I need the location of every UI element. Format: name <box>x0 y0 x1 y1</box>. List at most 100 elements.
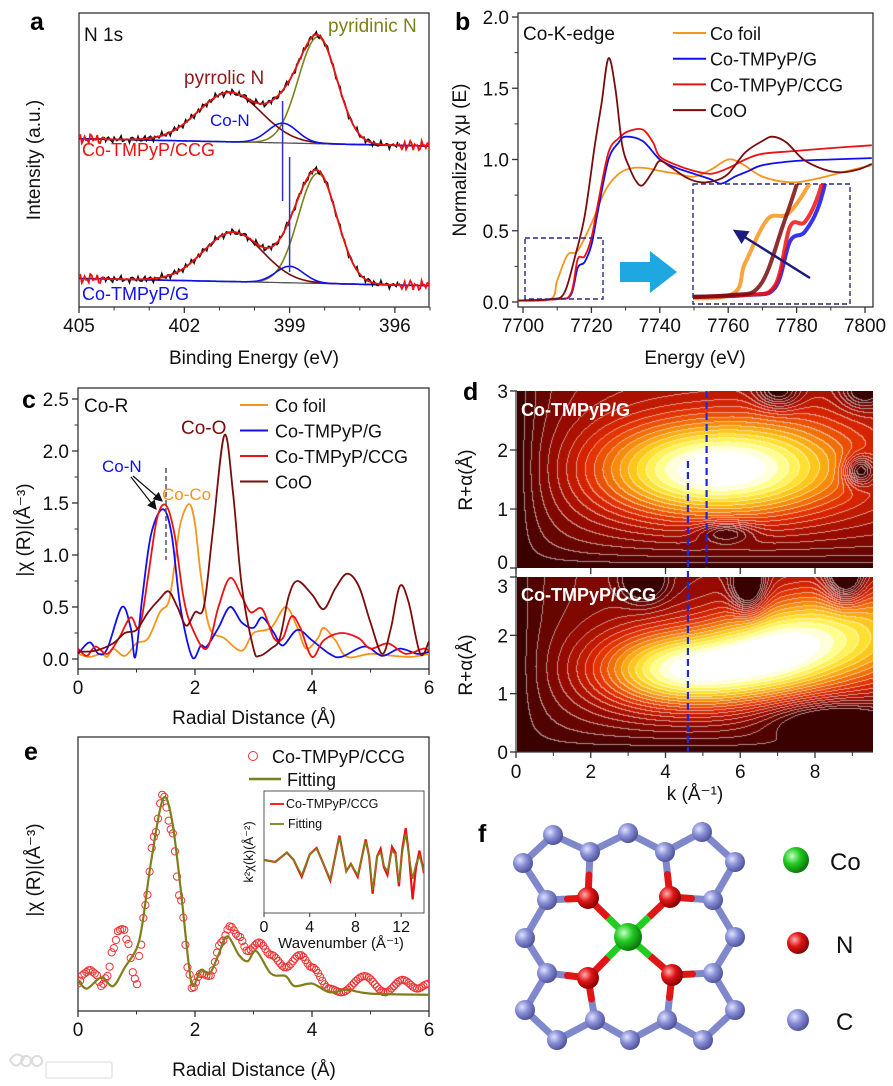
series-line-co-tmpyp-ccg <box>78 503 429 658</box>
x-axis-label: Radial Distance (Å) <box>172 708 336 729</box>
data-point <box>278 961 287 970</box>
panel-c-title: Co-R <box>84 396 128 417</box>
series-line-co-tmpyp-g <box>518 135 872 302</box>
data-point <box>295 951 304 960</box>
data-point <box>172 872 182 881</box>
legend-label-n: N <box>836 932 853 959</box>
raw-data-line <box>103 29 399 152</box>
legend-label: Co foil <box>275 396 326 416</box>
carbon-atom <box>585 1010 605 1030</box>
carbon-atom <box>693 1030 713 1050</box>
watermark-logo <box>8 1053 113 1079</box>
data-point <box>126 954 135 963</box>
x-axis-label: k (Å⁻¹) <box>667 784 723 805</box>
data-point <box>240 942 249 951</box>
data-point <box>160 792 169 802</box>
co-porphyrin-molecule <box>513 822 745 1050</box>
data-point <box>349 979 358 988</box>
nitrogen-atom <box>661 964 683 986</box>
legend-co-atom-icon <box>783 847 809 873</box>
carbon-atom <box>537 890 557 910</box>
data-point <box>82 968 91 977</box>
data-point <box>175 891 184 900</box>
data-point <box>316 972 325 982</box>
legend-label: Co-TMPyP/G <box>710 50 817 70</box>
carbon-atom <box>515 928 535 948</box>
inset-line-co-foil <box>693 184 812 301</box>
ft-curves <box>78 433 429 660</box>
x-tick-label: 402 <box>168 316 200 337</box>
x-axis-label: Radial Distance (Å) <box>172 1060 336 1081</box>
inset-x-tick-label: 4 <box>305 919 314 936</box>
carbon-atom <box>692 822 712 842</box>
data-point <box>109 944 118 953</box>
inset-x-axis-label: Wavenumber (Å⁻¹) <box>278 935 404 952</box>
x-tick-label: 6 <box>424 678 435 699</box>
data-point <box>120 925 129 934</box>
data-point <box>286 960 295 969</box>
panel-f-structure: Co N C <box>513 822 861 1050</box>
legend-label: Co-TMPyP/G <box>275 422 382 442</box>
x-axis-label: Energy (eV) <box>644 348 745 369</box>
x-tick-label: 0 <box>73 678 84 699</box>
carbon-atom <box>725 927 745 947</box>
panel-a-xps: N 1s pyrrolic N pyridinic N Co-N Co-TMPy… <box>24 12 431 369</box>
inset-frame <box>263 790 425 914</box>
y-tick-label: 0.0 <box>483 293 509 314</box>
y-tick-label: 0.0 <box>43 650 69 671</box>
label-co-n: Co-N <box>102 457 142 476</box>
series-line-co-foil <box>78 503 429 659</box>
inset-legend-label-data: Co-TMPyP/CCG <box>286 797 378 811</box>
label-co-co: Co-Co <box>162 485 211 504</box>
data-point <box>257 939 266 948</box>
panel-letter-f: f <box>478 820 487 848</box>
legend-label-fit: Fitting <box>287 770 336 790</box>
data-point <box>124 939 133 949</box>
x-tick-label: 396 <box>379 316 411 337</box>
arrow-icon <box>130 476 157 510</box>
legend: Co foil Co-TMPyP/G Co-TMPyP/CCG CoO <box>673 24 843 121</box>
carbon-atom <box>513 853 533 873</box>
label-co-n: Co-N <box>210 111 250 130</box>
legend-n-atom-icon <box>787 932 809 954</box>
data-point <box>132 980 142 989</box>
zoom-region-box <box>524 237 604 300</box>
carbon-atom <box>547 1030 567 1050</box>
data-point <box>423 979 429 988</box>
data-point <box>269 952 278 961</box>
data-point <box>97 981 106 991</box>
x-tick-label: 399 <box>274 316 306 337</box>
legend-label: CoO <box>710 101 747 121</box>
data-point <box>419 981 428 991</box>
data-point <box>366 975 375 984</box>
inset-y-axis-label: k²χ(k)(Å⁻²) <box>241 821 256 882</box>
data-point <box>408 982 417 991</box>
inset-box <box>692 183 851 305</box>
carbon-atom <box>515 1000 535 1020</box>
x-tick-label: 7720 <box>570 316 612 337</box>
panel-letter-c: c <box>22 386 36 414</box>
data-point <box>271 954 281 963</box>
y-tick-label: 2.0 <box>43 442 69 463</box>
panel-e-fitting: Co-TMPyP/CCG Fitting Co-TMPyP/CCG Fittin… <box>24 736 434 1081</box>
legend-label-data: Co-TMPyP/CCG <box>272 747 405 767</box>
data-point <box>105 962 114 971</box>
data-point <box>368 977 377 986</box>
cobalt-atom <box>614 923 642 951</box>
component-pyrrolic-n <box>79 91 429 147</box>
data-point <box>345 983 354 992</box>
data-point <box>362 972 371 981</box>
x-tick-label: 7760 <box>707 316 749 337</box>
legend-label-co: Co <box>830 849 861 876</box>
label-pyridinic-n: pyridinic N <box>328 16 417 37</box>
panel-letter-a: a <box>30 8 45 36</box>
data-point <box>288 957 297 966</box>
inset-x-tick-label: 8 <box>351 919 360 936</box>
panel-c-ft-exafs: Co-R Co-O Co-N Co-Co Co foilCo-TMPyP/GCo… <box>14 387 435 729</box>
legend-label: CoO <box>275 473 312 493</box>
series-line-coo <box>518 57 873 302</box>
fit-envelope-line <box>79 33 429 153</box>
panel-b-title: Co-K-edge <box>523 24 615 45</box>
